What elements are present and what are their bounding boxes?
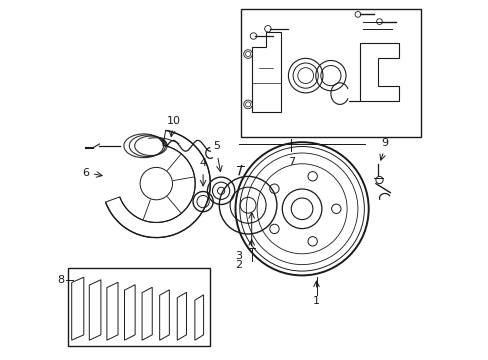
Bar	[241, 9, 420, 137]
Circle shape	[269, 184, 279, 193]
Text: 9: 9	[381, 138, 387, 148]
Text: 8: 8	[57, 275, 64, 285]
Text: 3: 3	[235, 251, 242, 261]
Circle shape	[269, 224, 279, 234]
Text: 10: 10	[167, 116, 181, 126]
Circle shape	[307, 172, 317, 181]
Text: 6: 6	[82, 168, 89, 178]
Text: 2: 2	[235, 260, 242, 270]
Text: 4: 4	[199, 158, 206, 168]
Circle shape	[307, 237, 317, 246]
Text: 5: 5	[213, 141, 220, 151]
Circle shape	[331, 204, 340, 213]
Bar	[68, 268, 210, 346]
Text: 7: 7	[287, 157, 294, 167]
Circle shape	[282, 189, 321, 229]
Text: 1: 1	[312, 296, 319, 306]
